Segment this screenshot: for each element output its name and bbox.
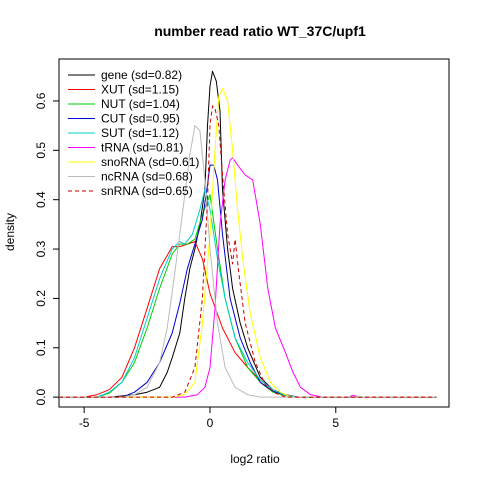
x-axis: -5 0 5 <box>79 407 339 430</box>
series-line <box>59 105 437 398</box>
legend-label: snRNA (sd=0.65) <box>101 184 193 198</box>
series-line <box>59 189 437 398</box>
x-tick-label: -5 <box>79 416 90 430</box>
y-tick-label: 0.3 <box>34 240 48 257</box>
legend-label: NUT (sd=1.04) <box>101 97 180 111</box>
legend-label: snoRNA (sd=0.61) <box>101 155 199 169</box>
legend-label: tRNA (sd=0.81) <box>101 141 183 155</box>
series-line <box>59 241 437 398</box>
y-tick-label: 0.4 <box>34 191 48 208</box>
y-tick-label: 0.2 <box>34 290 48 307</box>
y-tick-label: 0.1 <box>34 339 48 356</box>
legend-label: SUT (sd=1.12) <box>101 126 179 140</box>
legend-label: gene (sd=0.82) <box>101 68 182 82</box>
plot-frame <box>58 58 450 408</box>
legend-label: ncRNA (sd=0.68) <box>101 170 193 184</box>
legend: gene (sd=0.82)XUT (sd=1.15)NUT (sd=1.04)… <box>68 68 199 198</box>
x-tick-label: 0 <box>207 416 214 430</box>
y-tick-label: 0.0 <box>34 388 48 405</box>
series-group <box>59 70 437 398</box>
series-line <box>59 88 437 398</box>
x-axis-label: log2 ratio <box>230 452 280 466</box>
y-tick-label: 0.6 <box>34 92 48 109</box>
y-tick-label: 0.5 <box>34 142 48 159</box>
y-axis-label: density <box>3 213 17 251</box>
chart-title: number read ratio WT_37C/upf1 <box>154 23 366 39</box>
legend-label: CUT (sd=0.95) <box>101 112 180 126</box>
legend-label: XUT (sd=1.15) <box>101 83 179 97</box>
x-tick-label: 5 <box>332 416 339 430</box>
y-axis: 0.0 0.1 0.2 0.3 0.4 0.5 0.6 <box>34 92 59 405</box>
series-line <box>59 125 437 398</box>
series-line <box>59 70 437 398</box>
series-line <box>59 164 437 398</box>
